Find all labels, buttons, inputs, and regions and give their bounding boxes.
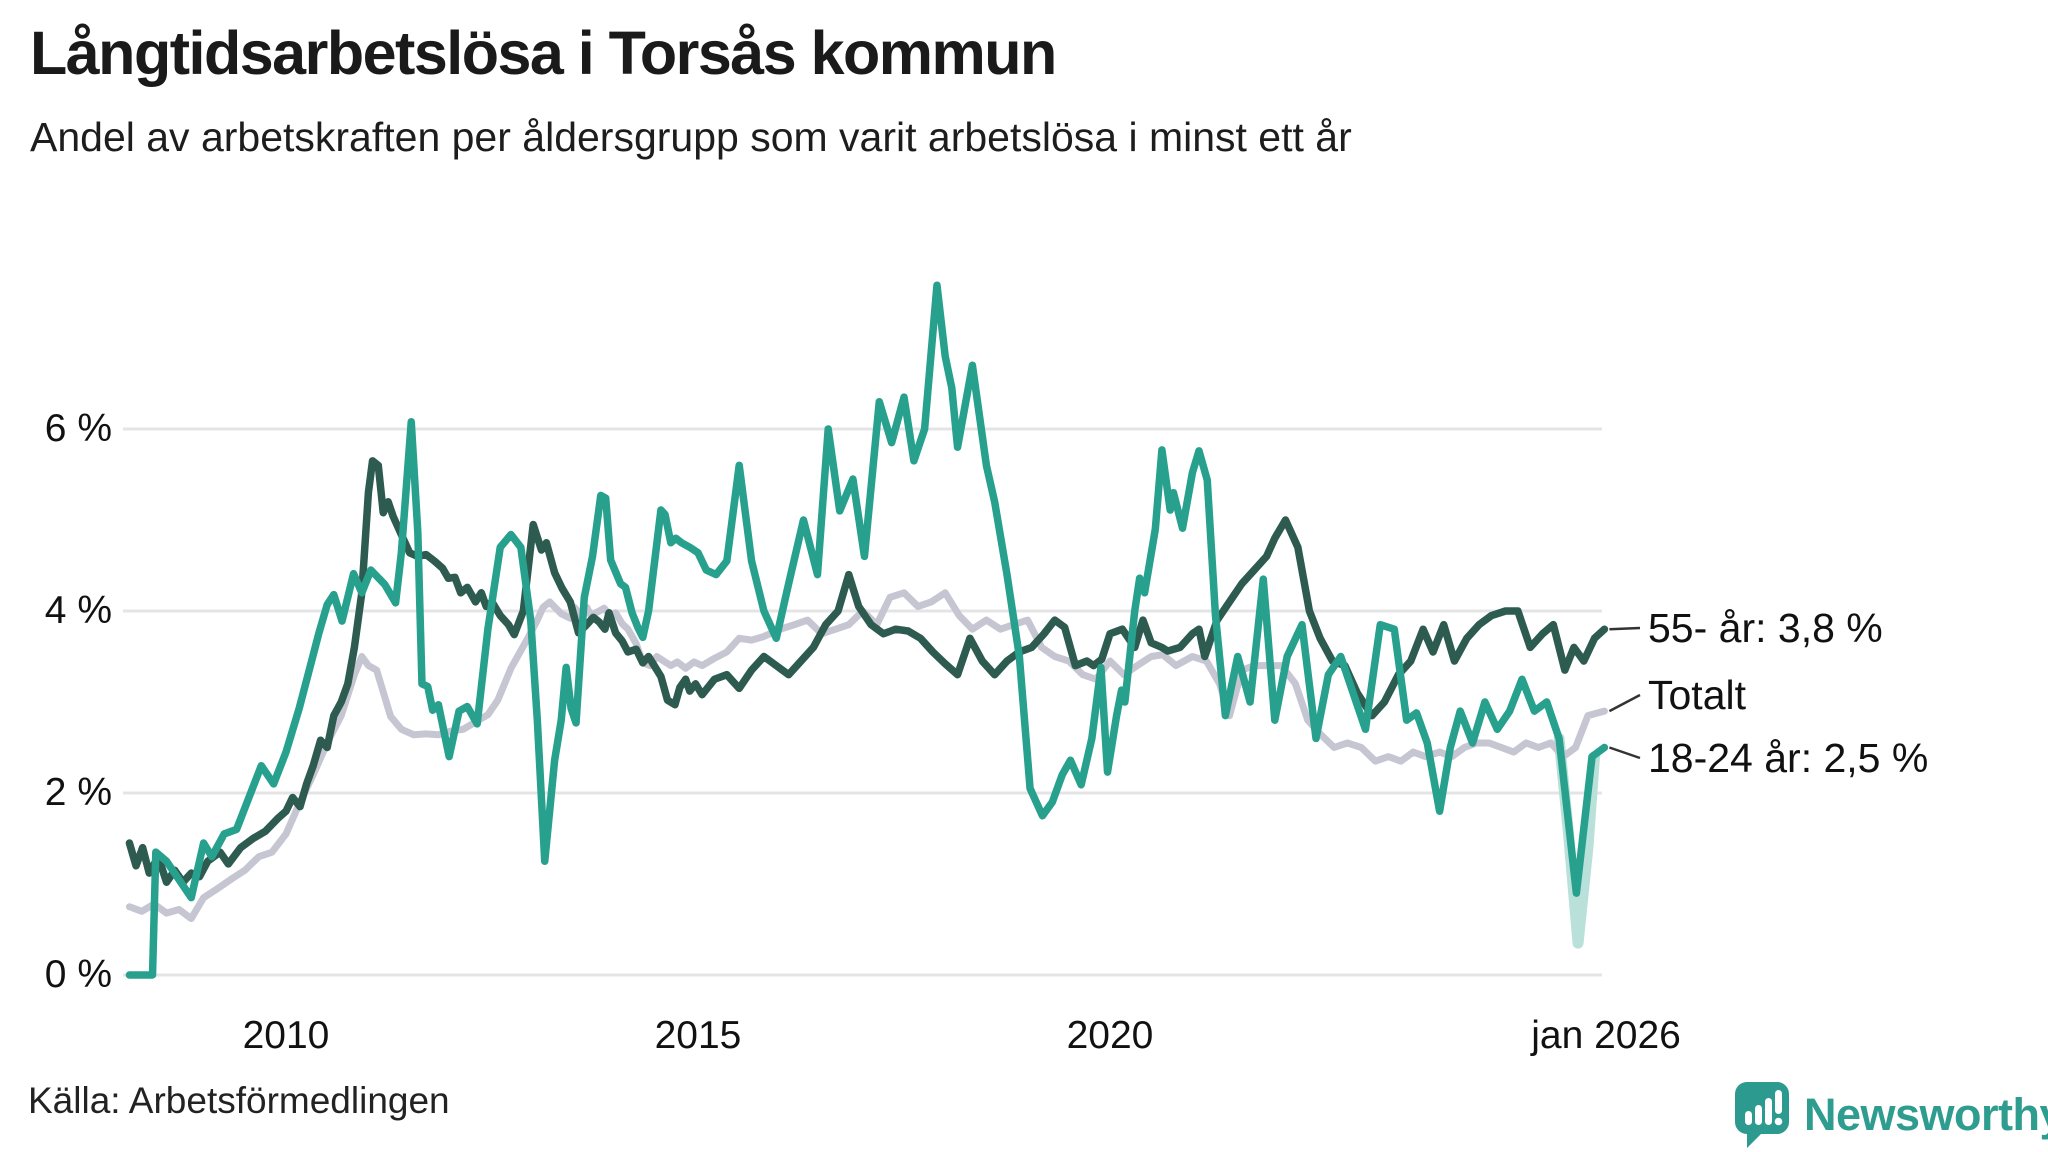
x-tick-label: 2020 [1066, 1014, 1154, 1057]
x-tick-label: 2015 [654, 1014, 742, 1057]
y-tick-label: 4 % [44, 589, 112, 632]
series-line-55- år [125, 457, 1609, 886]
label-connector [1609, 626, 1641, 631]
x-tick-label: jan 2026 [1531, 1014, 1681, 1057]
newsworthy-bubble-icon [1735, 1082, 1789, 1148]
label-connector [1608, 693, 1641, 713]
page-subtitle: Andel av arbetskraften per åldersgrupp s… [30, 114, 1352, 160]
series-end-label-55- år: 55- år: 3,8 % [1648, 605, 1883, 651]
source-note: Källa: Arbetsförmedlingen [28, 1080, 450, 1121]
newsworthy-wordmark: Newsworthy [1804, 1089, 2048, 1140]
page-title: Långtidsarbetslösa i Torsås kommun [30, 19, 1057, 87]
series-end-label-18-24 år: 18-24 år: 2,5 % [1648, 735, 1929, 781]
y-tick-label: 6 % [44, 407, 112, 450]
label-connector [1608, 746, 1641, 760]
y-tick-label: 0 % [44, 953, 112, 996]
series-end-label-Totalt: Totalt [1648, 672, 1746, 718]
newsworthy-logo[interactable]: Newsworthy [1735, 1082, 2048, 1148]
y-tick-label: 2 % [44, 771, 112, 814]
series-line-Totalt [125, 589, 1608, 923]
x-tick-label: 2010 [242, 1014, 330, 1057]
series-line-18-24 år [125, 281, 1609, 979]
